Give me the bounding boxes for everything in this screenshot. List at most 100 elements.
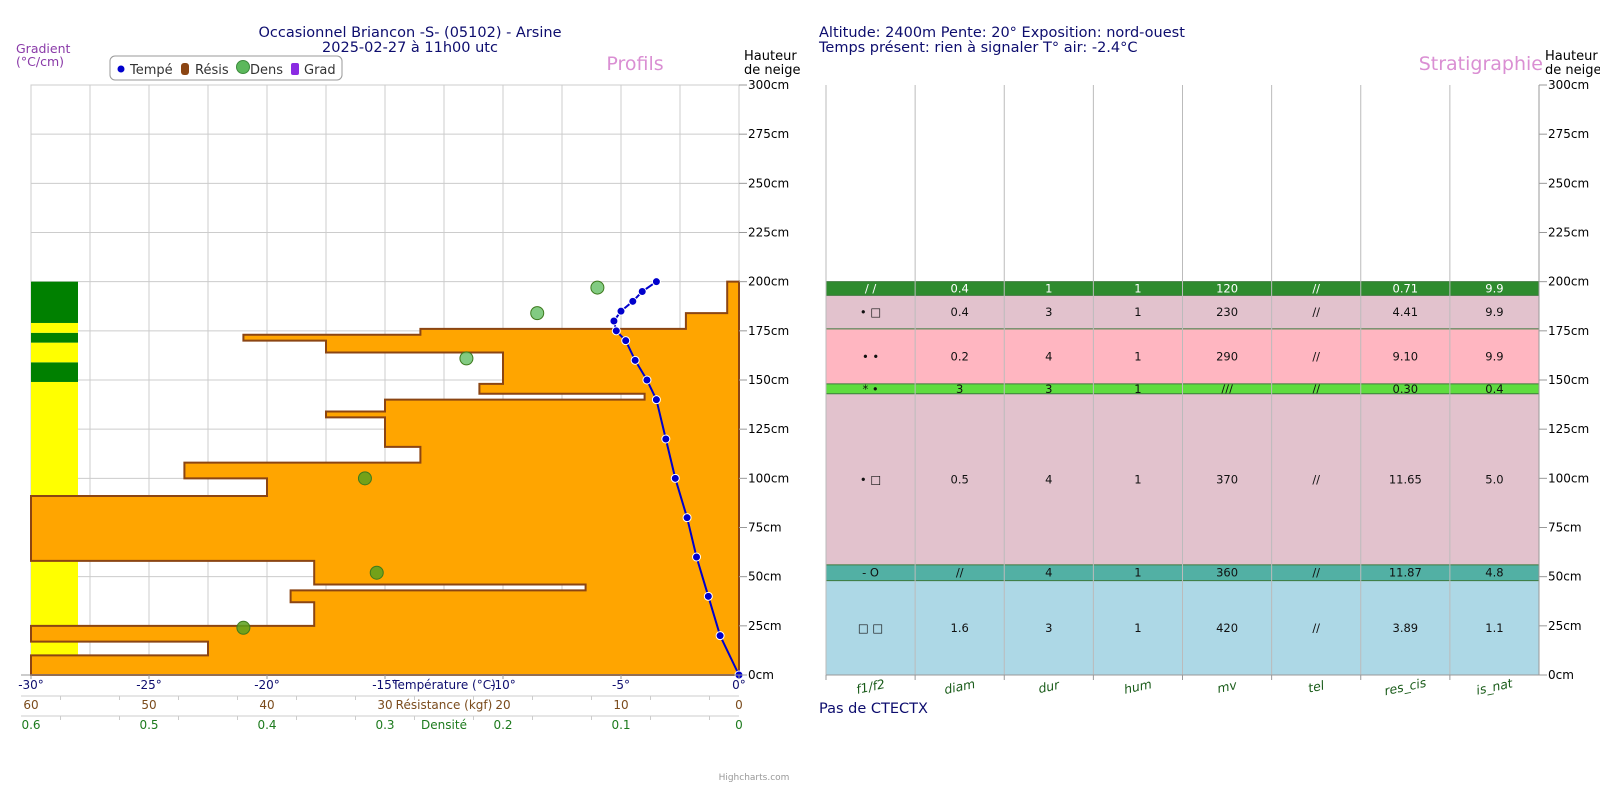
left-title-line2: 2025-02-27 à 11h00 utc <box>322 40 498 56</box>
temperature-point-1[interactable] <box>715 631 725 641</box>
right-height-tick-label: 100cm <box>1548 471 1589 485</box>
dens-axis-title: Densité <box>421 718 467 732</box>
temperature-point-10[interactable] <box>621 336 631 346</box>
left-title-line1: Occasionnel Briancon -S- (05102) - Arsin… <box>258 25 561 41</box>
gradient-segment-4 <box>31 322 78 333</box>
strat-cell-res_cis: 9.10 <box>1393 349 1419 363</box>
legend-dens-label: Dens <box>250 63 283 78</box>
right-height-tick-label: 200cm <box>1548 275 1589 289</box>
left-height-tick-label: 275cm <box>748 127 789 141</box>
gradient-segment-5 <box>31 281 78 323</box>
right-height-tick-label: 0cm <box>1548 668 1574 682</box>
gradient-segment-2 <box>31 342 78 363</box>
strat-col-header-hum: hum <box>1123 676 1154 697</box>
strat-col-header-dur: dur <box>1037 677 1061 696</box>
temperature-point-12[interactable] <box>609 316 619 326</box>
density-point-5[interactable] <box>590 280 605 295</box>
temperature-point-9[interactable] <box>630 355 640 365</box>
strat-cell-is_nat: 0.4 <box>1485 382 1503 396</box>
dens-tick-label: 0.2 <box>493 718 512 732</box>
density-point-1[interactable] <box>369 565 384 580</box>
strat-cell-dur: 3 <box>1045 382 1052 396</box>
legend-item-dens[interactable]: Dens <box>236 60 284 79</box>
legend-grad-marker <box>291 63 299 75</box>
temp-axis-title: Température (°C) <box>391 678 496 692</box>
right-header-line1: Altitude: 2400m Pente: 20° Exposition: n… <box>819 25 1185 41</box>
temperature-point-14[interactable] <box>628 296 638 306</box>
strat-cell-hum: 1 <box>1134 621 1141 635</box>
strat-cell-hum: 1 <box>1134 382 1141 396</box>
resistance-profile[interactable] <box>30 280 740 676</box>
strat-cell-res_cis: 0.71 <box>1393 282 1419 296</box>
temperature-line <box>609 277 744 680</box>
strat-cell-diam: 0.4 <box>951 282 969 296</box>
density-point-0[interactable] <box>236 620 251 635</box>
strat-cell-tel: // <box>1312 472 1320 486</box>
right-height-axis: 0cm 25cm 50cm 75cm 100cm 125cm 150cm 175cm 200cm… <box>1538 78 1589 682</box>
res-axis-title: Résistance (kgf) <box>396 698 493 712</box>
left-height-axis: 0cm 25cm 50cm 75cm 100cm 125cm 150cm 175cm 200cm… <box>739 78 789 682</box>
temperature-point-5[interactable] <box>670 473 680 483</box>
right-height-tick-label: 150cm <box>1548 373 1589 387</box>
legend-res-marker <box>181 63 189 75</box>
temperature-point-4[interactable] <box>682 513 692 523</box>
density-points <box>236 280 605 635</box>
temp-tick-label: -20° <box>254 678 280 692</box>
right-height-tick-label: 50cm <box>1548 570 1582 584</box>
strat-col-header-res_cis: res_cis <box>1383 675 1428 699</box>
legend-box <box>109 55 343 81</box>
temperature-point-2[interactable] <box>703 591 713 601</box>
gradient-bar <box>31 281 78 675</box>
legend-item-res[interactable]: Résis <box>181 63 229 78</box>
strat-cell-f1-f2: / / <box>865 282 877 296</box>
dens-tick-label: 0 <box>735 718 743 732</box>
legend-item-grad[interactable]: Grad <box>291 63 336 78</box>
res-tick-label: 40 <box>259 698 274 712</box>
strat-cell-is_nat: 5.0 <box>1485 472 1503 486</box>
left-height-tick-label: 200cm <box>748 275 789 289</box>
strat-cell-f1-f2: • □ <box>860 472 881 486</box>
strat-col-header-diam: diam <box>943 676 977 697</box>
strat-cell-mv: 370 <box>1216 472 1238 486</box>
strat-cell-dur: 3 <box>1045 305 1052 319</box>
left-height-tick-label: 75cm <box>748 521 782 535</box>
strat-cell-tel: // <box>1312 382 1320 396</box>
strat-cell-hum: 1 <box>1134 566 1141 580</box>
legend-item-temp[interactable]: Tempé <box>117 63 173 78</box>
temperature-point-3[interactable] <box>692 552 702 562</box>
density-point-4[interactable] <box>530 306 545 321</box>
density-point-3[interactable] <box>459 351 474 366</box>
right-height-label-line1: Hauteur <box>1545 49 1598 64</box>
strat-cell-res_cis: 11.65 <box>1389 472 1422 486</box>
temperature-point-15[interactable] <box>637 287 647 296</box>
density-point-2[interactable] <box>357 471 372 486</box>
res-tick-label: 50 <box>141 698 156 712</box>
temperature-point-11[interactable] <box>611 326 621 336</box>
strat-cell-is_nat: 9.9 <box>1485 282 1503 296</box>
temperature-point-6[interactable] <box>661 434 671 444</box>
legend-temp-marker <box>117 65 125 73</box>
left-height-tick-label: 125cm <box>748 422 789 436</box>
legend-temp-label: Tempé <box>129 63 173 78</box>
highcharts-credit[interactable]: Highcharts.com <box>719 773 790 783</box>
temperature-point-16[interactable] <box>651 277 661 287</box>
profils-watermark: Profils <box>606 53 663 75</box>
temperature-point-13[interactable] <box>616 306 626 316</box>
res-tick-label: 30 <box>377 698 392 712</box>
strat-cell-res_cis: 11.87 <box>1389 566 1422 580</box>
temperature-point-8[interactable] <box>642 375 652 385</box>
legend-grad-label: Grad <box>304 63 336 78</box>
resistance-area <box>30 280 740 676</box>
strat-cell-mv: /// <box>1221 382 1233 396</box>
dens-tick-label: 0.5 <box>139 718 158 732</box>
strat-cell-tel: // <box>1312 621 1320 635</box>
strat-cell-tel: // <box>1312 305 1320 319</box>
temp-tick-label: -5° <box>612 678 630 692</box>
right-height-label-line2: de neige <box>1545 63 1600 78</box>
temperature-point-7[interactable] <box>651 395 661 405</box>
right-height-tick-label: 175cm <box>1548 324 1589 338</box>
strat-cell-res_cis: 3.89 <box>1393 621 1419 635</box>
strat-cell-diam: 1.6 <box>951 621 969 635</box>
strat-cell-dur: 4 <box>1045 472 1052 486</box>
